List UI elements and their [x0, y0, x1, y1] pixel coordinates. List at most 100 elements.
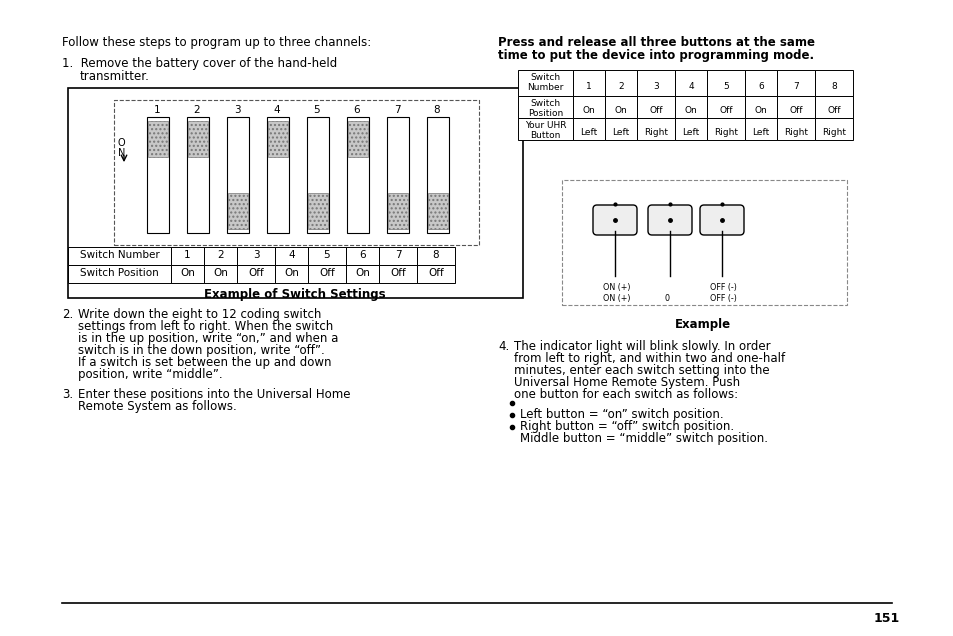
Bar — [267, 117, 289, 233]
Text: Off: Off — [719, 106, 732, 115]
Bar — [147, 117, 169, 233]
Text: Switch: Switch — [530, 73, 560, 82]
Bar — [348, 121, 368, 157]
Text: settings from left to right. When the switch: settings from left to right. When the sw… — [78, 320, 333, 333]
Bar — [604, 96, 637, 118]
Text: Enter these positions into the Universal Home: Enter these positions into the Universal… — [78, 388, 350, 401]
Bar — [573, 96, 604, 118]
Text: O: O — [118, 138, 126, 148]
Text: On: On — [213, 268, 228, 278]
Text: Off: Off — [428, 268, 443, 278]
Bar — [346, 247, 378, 265]
Text: 6: 6 — [354, 105, 360, 115]
Bar — [706, 70, 744, 96]
Text: 2.: 2. — [62, 308, 73, 321]
Bar — [776, 96, 814, 118]
Text: Off: Off — [649, 106, 662, 115]
Text: switch is in the down position, write “off”.: switch is in the down position, write “o… — [78, 344, 324, 357]
Bar — [814, 118, 852, 140]
Bar — [517, 118, 573, 140]
Text: Switch Number: Switch Number — [79, 250, 159, 260]
Text: 8: 8 — [433, 250, 438, 260]
Text: Write down the eight to 12 coding switch: Write down the eight to 12 coding switch — [78, 308, 321, 321]
Text: 5: 5 — [722, 82, 728, 91]
Bar — [776, 70, 814, 96]
Bar — [307, 117, 329, 233]
Text: 3: 3 — [653, 82, 659, 91]
Bar — [744, 118, 776, 140]
Text: Example of Switch Settings: Example of Switch Settings — [204, 288, 385, 301]
Text: If a switch is set between the up and down: If a switch is set between the up and do… — [78, 356, 331, 369]
Text: Example: Example — [674, 318, 730, 331]
Bar — [387, 117, 409, 233]
FancyBboxPatch shape — [593, 205, 637, 235]
Bar — [228, 193, 248, 229]
Text: Left: Left — [752, 128, 769, 137]
Bar — [227, 117, 249, 233]
Text: position, write “middle”.: position, write “middle”. — [78, 368, 222, 381]
Text: Off: Off — [319, 268, 335, 278]
Text: 1: 1 — [585, 82, 591, 91]
Bar — [274, 265, 308, 283]
Bar — [204, 247, 236, 265]
Text: 1: 1 — [153, 105, 160, 115]
Text: Right: Right — [643, 128, 667, 137]
Bar — [68, 88, 522, 298]
Text: 1: 1 — [184, 250, 191, 260]
Text: 7: 7 — [394, 105, 400, 115]
Text: Right: Right — [713, 128, 738, 137]
Text: Left: Left — [579, 128, 597, 137]
Bar — [268, 121, 288, 157]
Text: 3.: 3. — [62, 388, 73, 401]
Bar — [428, 193, 448, 229]
Bar — [346, 265, 378, 283]
Bar — [776, 118, 814, 140]
Bar — [308, 193, 328, 229]
Bar — [347, 117, 369, 233]
Text: 4: 4 — [687, 82, 693, 91]
Bar — [274, 247, 308, 265]
Text: 5: 5 — [314, 105, 320, 115]
Text: 4: 4 — [288, 250, 294, 260]
Text: Button: Button — [530, 131, 560, 140]
Text: 6: 6 — [758, 82, 763, 91]
Text: time to put the device into programming mode.: time to put the device into programming … — [497, 49, 813, 62]
Text: On: On — [582, 106, 595, 115]
Text: 6: 6 — [359, 250, 365, 260]
Text: 7: 7 — [792, 82, 798, 91]
Bar — [517, 96, 573, 118]
Text: The indicator light will blink slowly. In order: The indicator light will blink slowly. I… — [514, 340, 770, 353]
Bar — [573, 118, 604, 140]
Bar — [637, 70, 675, 96]
Text: 8: 8 — [434, 105, 440, 115]
Text: Right: Right — [783, 128, 807, 137]
Text: On: On — [180, 268, 194, 278]
Bar — [416, 265, 455, 283]
Text: Your UHR: Your UHR — [524, 121, 566, 130]
Text: Off: Off — [248, 268, 264, 278]
FancyBboxPatch shape — [700, 205, 743, 235]
Bar — [308, 265, 346, 283]
Text: is in the up position, write “on,” and when a: is in the up position, write “on,” and w… — [78, 332, 338, 345]
Bar — [604, 70, 637, 96]
Bar — [573, 70, 604, 96]
Bar — [204, 265, 236, 283]
Text: On: On — [614, 106, 627, 115]
Text: Middle button = “middle” switch position.: Middle button = “middle” switch position… — [519, 432, 767, 445]
Text: Switch Position: Switch Position — [80, 268, 159, 278]
Text: 2: 2 — [618, 82, 623, 91]
Bar — [378, 247, 416, 265]
Bar — [744, 96, 776, 118]
Bar — [814, 96, 852, 118]
Text: On: On — [684, 106, 697, 115]
Text: OFF (-): OFF (-) — [709, 294, 736, 303]
Bar — [148, 121, 168, 157]
Text: from left to right, and within two and one-half: from left to right, and within two and o… — [514, 352, 784, 365]
Text: On: On — [284, 268, 298, 278]
Text: ON (+): ON (+) — [602, 283, 630, 292]
Bar — [68, 265, 171, 283]
Bar — [187, 117, 209, 233]
Bar — [236, 247, 274, 265]
Bar — [388, 193, 408, 229]
Text: 151: 151 — [873, 612, 899, 625]
